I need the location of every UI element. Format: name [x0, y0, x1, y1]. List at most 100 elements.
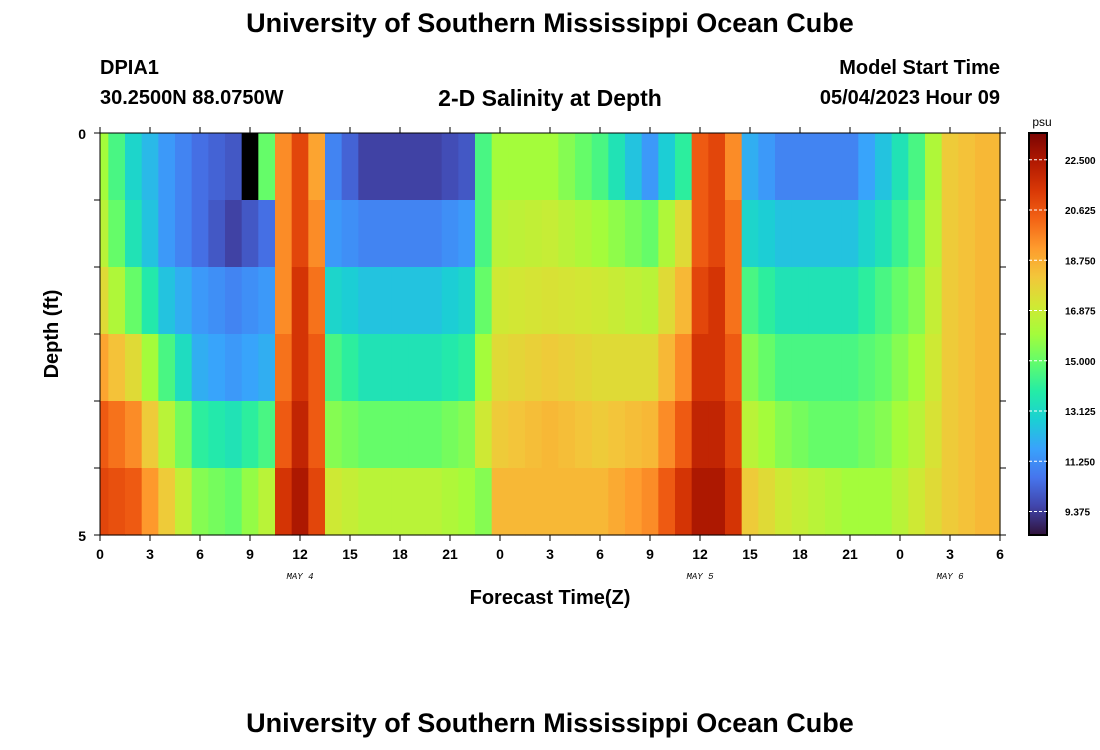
heatmap-cell: [258, 401, 276, 469]
heatmap-cell: [608, 468, 626, 536]
heatmap-cell: [391, 267, 409, 335]
heatmap-cell: [625, 267, 643, 335]
heatmap-cell: [825, 468, 843, 536]
heatmap-cell: [208, 133, 226, 201]
heatmap-cell: [275, 267, 293, 335]
heatmap-cell: [675, 200, 693, 268]
heatmap-cell: [125, 401, 143, 469]
heatmap-cell: [208, 200, 226, 268]
heatmap-cell: [658, 200, 676, 268]
colorbar-tick-label: 22.500: [1065, 156, 1096, 167]
heatmap-cell: [808, 200, 826, 268]
heatmap-cell: [725, 200, 743, 268]
heatmap-cell: [775, 468, 793, 536]
y-axis: 05: [78, 126, 1006, 544]
heatmap-cell: [741, 200, 759, 268]
heatmap-cell: [575, 267, 593, 335]
heatmap-cell: [341, 133, 359, 201]
heatmap-cell: [875, 200, 893, 268]
heatmap-cell: [825, 133, 843, 201]
heatmap-cell: [841, 401, 859, 469]
heatmap-cell: [225, 334, 243, 402]
heatmap-cell: [425, 334, 443, 402]
heatmap-cell-missing: [241, 133, 259, 201]
heatmap-cell: [608, 133, 626, 201]
heatmap-cell: [525, 133, 543, 201]
day-label: MAY 6: [936, 572, 964, 582]
heatmap-cell: [100, 133, 109, 201]
heatmap-cell: [108, 200, 126, 268]
heatmap-cell: [841, 200, 859, 268]
heatmap-cell: [541, 468, 559, 536]
heatmap-cell: [408, 468, 426, 536]
heatmap-cell: [158, 334, 176, 402]
heatmap-cell: [825, 401, 843, 469]
heatmap-cell: [775, 334, 793, 402]
heatmap-cell: [475, 200, 493, 268]
heatmap-cell: [491, 334, 509, 402]
heatmap-cell: [875, 468, 893, 536]
heatmap-cell: [658, 334, 676, 402]
heatmap-cell: [541, 133, 559, 201]
heatmap-cell: [475, 401, 493, 469]
heatmap-cell: [775, 267, 793, 335]
heatmap-cell: [958, 200, 976, 268]
y-tick-label: 5: [78, 528, 86, 544]
heatmap-cell: [108, 267, 126, 335]
heatmap-cell: [291, 401, 309, 469]
heatmap-cell: [791, 468, 809, 536]
heatmap-cell: [258, 267, 276, 335]
heatmap-cell: [175, 200, 193, 268]
heatmap-cell: [625, 200, 643, 268]
heatmap-cell: [141, 468, 159, 536]
heatmap-cell: [308, 200, 326, 268]
heatmap-cell: [925, 200, 943, 268]
heatmap-cell: [475, 267, 493, 335]
heatmap-cell: [758, 334, 776, 402]
heatmap-cell: [258, 334, 276, 402]
heatmap-cell: [508, 267, 526, 335]
heatmap-cell: [958, 468, 976, 536]
heatmap-cell: [558, 267, 576, 335]
heatmap-cell: [308, 267, 326, 335]
heatmap-cell: [275, 334, 293, 402]
heatmap-cell: [925, 267, 943, 335]
heatmap-cell: [291, 133, 309, 201]
heatmap-cell: [658, 133, 676, 201]
heatmap-cell: [825, 200, 843, 268]
heatmap-cell: [991, 468, 1001, 536]
heatmap-cell: [625, 133, 643, 201]
heatmap-cell: [708, 468, 726, 536]
heatmap-cell: [891, 133, 909, 201]
heatmap-cell: [875, 334, 893, 402]
colorbar-tick-label: 18.750: [1065, 256, 1096, 267]
heatmap-cell: [741, 401, 759, 469]
heatmap-cell: [575, 200, 593, 268]
heatmap-cell: [841, 133, 859, 201]
colorbar-tick-label: 20.625: [1065, 206, 1096, 217]
heatmap-cell: [575, 334, 593, 402]
heatmap-cell: [291, 200, 309, 268]
x-tick-label: 3: [546, 546, 554, 562]
heatmap-cell: [325, 334, 343, 402]
x-tick-label: 12: [692, 546, 708, 562]
heatmap-cell: [808, 133, 826, 201]
heatmap-cell: [725, 267, 743, 335]
heatmap-cell: [758, 133, 776, 201]
heatmap-cell: [825, 334, 843, 402]
model-start-value: 05/04/2023 Hour 09: [819, 87, 1000, 109]
heatmap-cell: [675, 267, 693, 335]
heatmap-cell: [391, 468, 409, 536]
heatmap-cell: [275, 401, 293, 469]
heatmap-cell: [575, 468, 593, 536]
heatmap-cell: [775, 133, 793, 201]
heatmap-cell: [291, 468, 309, 536]
heatmap-cell: [191, 267, 209, 335]
heatmap-cell: [791, 133, 809, 201]
colorbar-tick-label: 15.000: [1065, 357, 1096, 368]
heatmap-cell: [325, 267, 343, 335]
heatmap-cell: [425, 133, 443, 201]
station-id: DPIA1: [100, 57, 159, 79]
heatmap-cell: [375, 267, 393, 335]
